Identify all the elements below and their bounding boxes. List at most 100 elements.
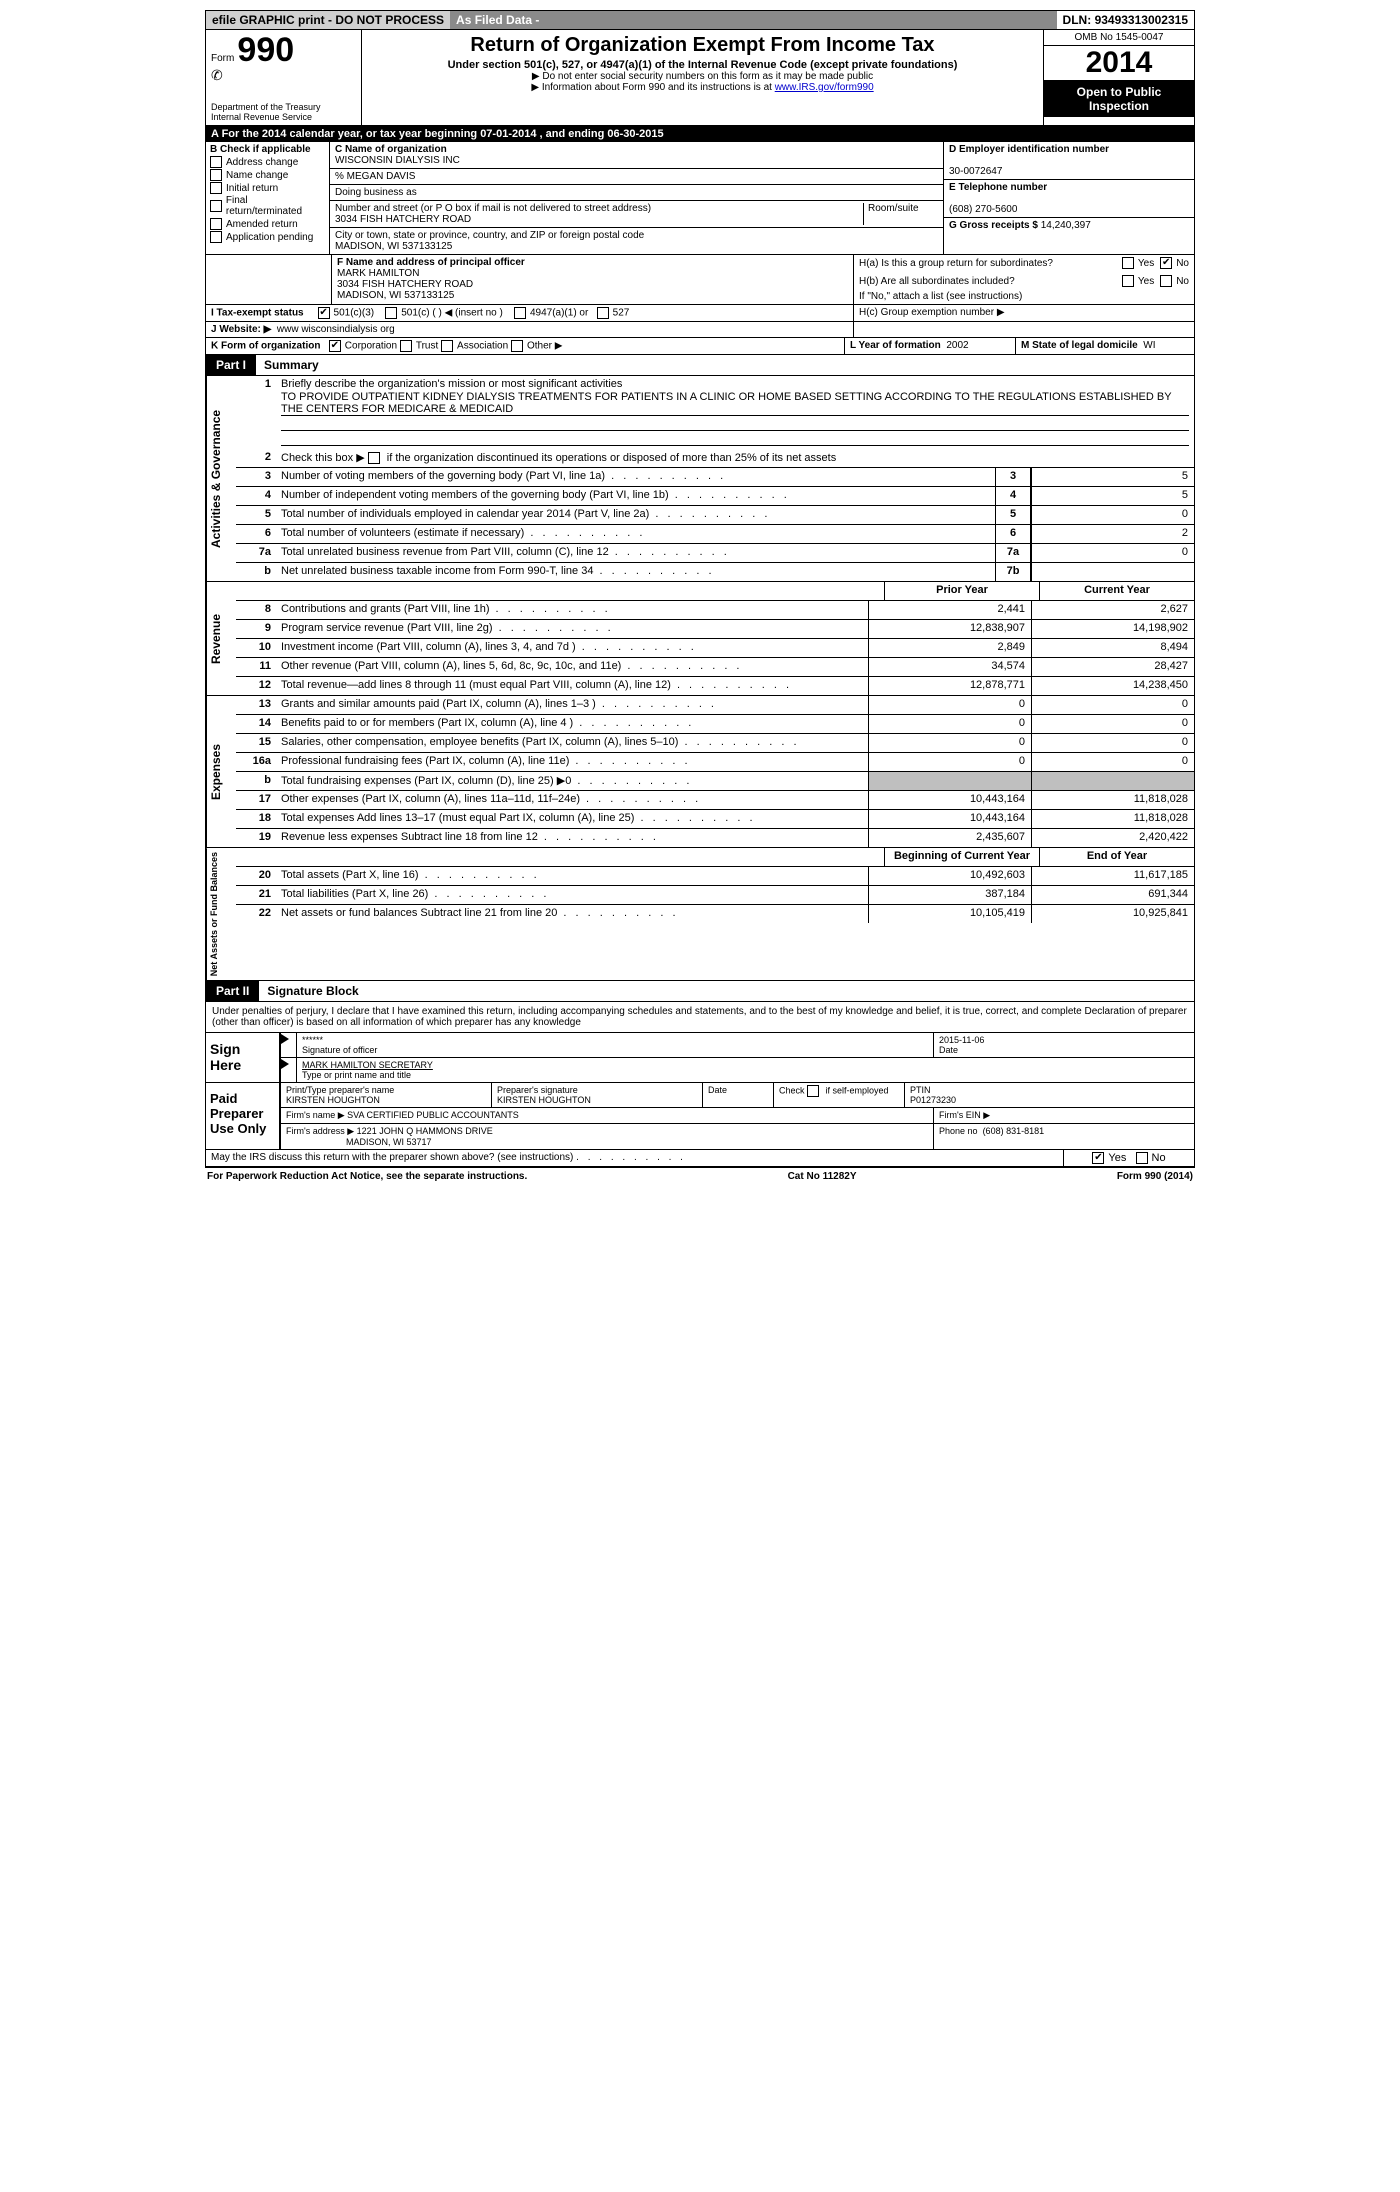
line-num: 14	[236, 715, 276, 733]
b-opt-4: Amended return	[226, 219, 298, 230]
cb-discontinued[interactable]	[368, 452, 380, 464]
prior-val: 34,574	[868, 658, 1031, 676]
prep-name-label: Print/Type preparer's name	[286, 1085, 394, 1095]
form-title: Return of Organization Exempt From Incom…	[370, 34, 1035, 57]
paid-preparer-block: Paid Preparer Use Only Print/Type prepar…	[205, 1083, 1195, 1150]
city-value: MADISON, WI 537133125	[335, 241, 452, 252]
cb-corp[interactable]	[329, 340, 341, 352]
col-b: B Check if applicable Address change Nam…	[206, 142, 330, 254]
line-val	[1031, 563, 1194, 581]
cb-amended[interactable]	[210, 218, 222, 230]
cur-val: 10,925,841	[1031, 905, 1194, 923]
line-label: Total fundraising expenses (Part IX, col…	[276, 772, 868, 790]
cb-trust[interactable]	[400, 340, 412, 352]
row-i: I Tax-exempt status 501(c)(3) 501(c) ( )…	[205, 305, 1195, 322]
cb-final-return[interactable]	[210, 200, 222, 212]
tax-year: 2014	[1044, 46, 1194, 81]
cb-ha-no[interactable]	[1160, 257, 1172, 269]
cb-initial-return[interactable]	[210, 182, 222, 194]
b-opt-3: Final return/terminated	[226, 195, 325, 217]
cb-assoc[interactable]	[441, 340, 453, 352]
vert-governance: Activities & Governance	[206, 376, 236, 581]
cb-app-pending[interactable]	[210, 231, 222, 243]
form-footer: Form 990 (2014)	[1117, 1171, 1193, 1182]
form-header: Form 990 ✆ Department of the Treasury In…	[205, 30, 1195, 126]
prep-sig-label: Preparer's signature	[497, 1085, 578, 1095]
vert-net: Net Assets or Fund Balances	[206, 848, 236, 980]
cb-address-change[interactable]	[210, 156, 222, 168]
part1-title: Summary	[256, 355, 327, 375]
cb-discuss-yes[interactable]	[1092, 1152, 1104, 1164]
table-row: 3Number of voting members of the governi…	[236, 468, 1194, 487]
cb-501c3[interactable]	[318, 307, 330, 319]
prior-val: 2,441	[868, 601, 1031, 619]
table-row: 14Benefits paid to or for members (Part …	[236, 715, 1194, 734]
cb-self-employed[interactable]	[807, 1085, 819, 1097]
beg-year-head: Beginning of Current Year	[884, 848, 1039, 866]
cur-val: 14,238,450	[1031, 677, 1194, 695]
j-label: J Website: ▶	[211, 324, 271, 335]
table-row: 10Investment income (Part VIII, column (…	[236, 639, 1194, 658]
prior-val: 10,492,603	[868, 867, 1031, 885]
table-row: 16aProfessional fundraising fees (Part I…	[236, 753, 1194, 772]
sign-here-label: Sign Here	[206, 1033, 281, 1082]
line-box: 7a	[995, 544, 1031, 562]
prior-val: 0	[868, 715, 1031, 733]
table-row: 9Program service revenue (Part VIII, lin…	[236, 620, 1194, 639]
line-label: Total unrelated business revenue from Pa…	[276, 544, 995, 562]
c-name-label: C Name of organization	[335, 144, 447, 155]
irs-link[interactable]: www.IRS.gov/form990	[775, 82, 874, 93]
line-label: Grants and similar amounts paid (Part IX…	[276, 696, 868, 714]
discuss-row: May the IRS discuss this return with the…	[205, 1150, 1195, 1167]
prior-val: 10,105,419	[868, 905, 1031, 923]
dept-irs: Internal Revenue Service	[211, 112, 356, 122]
q1-label: Briefly describe the organization's miss…	[281, 378, 622, 390]
cat-no: Cat No 11282Y	[788, 1171, 857, 1182]
table-row: 12Total revenue—add lines 8 through 11 (…	[236, 677, 1194, 695]
firm-addr1: 1221 JOHN Q HAMMONS DRIVE	[357, 1126, 493, 1136]
page-footer: For Paperwork Reduction Act Notice, see …	[205, 1167, 1195, 1185]
row-j: J Website: ▶ www wisconsindialysis org	[205, 322, 1195, 338]
part2-header: Part II Signature Block	[205, 981, 1195, 1002]
line-num: 6	[236, 525, 276, 543]
prior-val: 0	[868, 734, 1031, 752]
line-num: b	[236, 563, 276, 581]
line-num: 3	[236, 468, 276, 486]
cb-hb-no[interactable]	[1160, 275, 1172, 287]
omb-number: OMB No 1545-0047	[1044, 30, 1194, 46]
form-number: 990	[237, 31, 294, 69]
block-revenue: Revenue Prior Year Current Year 8Contrib…	[205, 582, 1195, 696]
q2-text: if the organization discontinued its ope…	[387, 452, 836, 464]
cb-ha-yes[interactable]	[1122, 257, 1134, 269]
cur-val: 0	[1031, 696, 1194, 714]
cur-val	[1031, 772, 1194, 790]
line-box: 7b	[995, 563, 1031, 581]
addr-label: Number and street (or P O box if mail is…	[335, 203, 651, 214]
calendar-year-text: A For the 2014 calendar year, or tax yea…	[211, 128, 664, 140]
cb-other[interactable]	[511, 340, 523, 352]
as-filed: As Filed Data -	[450, 11, 1057, 29]
officer-sig: ******	[302, 1035, 323, 1045]
prior-val: 0	[868, 753, 1031, 771]
cb-4947[interactable]	[514, 307, 526, 319]
type-name-label: Type or print name and title	[302, 1070, 411, 1080]
table-row: bTotal fundraising expenses (Part IX, co…	[236, 772, 1194, 791]
cur-val: 11,818,028	[1031, 791, 1194, 809]
line-box: 3	[995, 468, 1031, 486]
prior-val: 12,878,771	[868, 677, 1031, 695]
discuss-label: May the IRS discuss this return with the…	[211, 1152, 573, 1163]
paid-preparer-label: Paid Preparer Use Only	[206, 1083, 281, 1149]
info-link-line: ▶ Information about Form 990 and its ins…	[370, 82, 1035, 93]
cur-val: 2,627	[1031, 601, 1194, 619]
ssn-warning: Do not enter social security numbers on …	[370, 71, 1035, 82]
cb-527[interactable]	[597, 307, 609, 319]
prior-val: 2,435,607	[868, 829, 1031, 847]
line-label: Program service revenue (Part VIII, line…	[276, 620, 868, 638]
cb-501c[interactable]	[385, 307, 397, 319]
table-row: 18Total expenses Add lines 13–17 (must e…	[236, 810, 1194, 829]
block-expenses: Expenses 13Grants and similar amounts pa…	[205, 696, 1195, 848]
cb-name-change[interactable]	[210, 169, 222, 181]
cb-hb-yes[interactable]	[1122, 275, 1134, 287]
open-public: Open to Public Inspection	[1044, 81, 1194, 117]
cb-discuss-no[interactable]	[1136, 1152, 1148, 1164]
